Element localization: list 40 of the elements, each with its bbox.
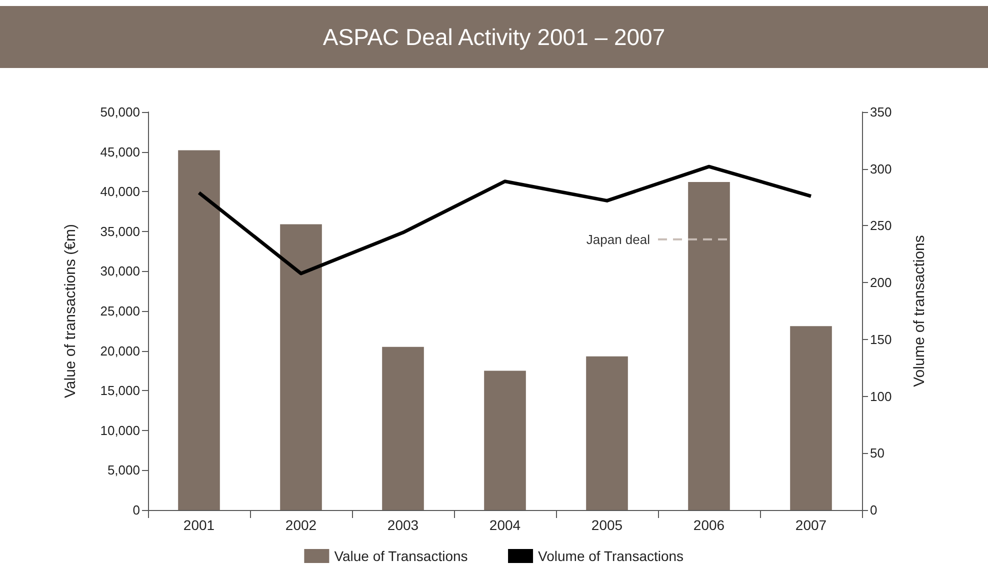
- bar: [586, 356, 628, 510]
- legend-label: Value of Transactions: [334, 548, 468, 564]
- x-tick-label: 2005: [591, 517, 623, 533]
- y-tick-label: 10,000: [100, 422, 140, 438]
- bar: [178, 150, 220, 510]
- chart-title: ASPAC Deal Activity 2001 – 2007: [0, 6, 988, 68]
- x-tick-label: 2001: [183, 517, 215, 533]
- y2-tick-label: 50: [870, 446, 884, 461]
- y-tick-label: 25,000: [100, 304, 140, 318]
- y-tick-label: 0: [132, 502, 140, 518]
- y2-tick-label: 250: [870, 218, 892, 234]
- bar: [790, 326, 832, 510]
- bar: [484, 370, 526, 510]
- y-tick-label: 20,000: [100, 343, 140, 358]
- bar: [688, 182, 730, 510]
- x-tick-label: 2003: [387, 517, 419, 533]
- ref-line-label: Japan deal: [586, 232, 650, 247]
- x-tick-label: 2004: [489, 517, 521, 533]
- y-tick-label: 50,000: [100, 104, 140, 120]
- y2-tick-label: 300: [870, 161, 892, 176]
- y-tick-label: 15,000: [100, 383, 140, 398]
- y2-tick-label: 100: [870, 388, 892, 404]
- y-tick-label: 30,000: [100, 264, 140, 279]
- y-tick-label: 35,000: [100, 224, 140, 239]
- y2-tick-label: 350: [870, 104, 892, 120]
- y-tick-label: 5,000: [107, 462, 140, 478]
- x-tick-label: 2002: [285, 517, 317, 533]
- y-tick-label: 40,000: [100, 184, 140, 200]
- bar: [382, 346, 424, 510]
- y2-tick-label: 150: [870, 332, 892, 347]
- y-tick-label: 45,000: [100, 144, 140, 160]
- y2-axis-title: Volume of transactions: [911, 235, 928, 387]
- bar: [280, 224, 322, 510]
- legend-label: Volume of Transactions: [538, 548, 684, 564]
- x-tick-label: 2007: [795, 517, 827, 533]
- y2-tick-label: 0: [870, 502, 878, 518]
- y-axis-title: Value of transactions (€m): [62, 224, 79, 398]
- line-series: [197, 164, 813, 276]
- x-tick-label: 2006: [693, 517, 725, 533]
- y2-tick-label: 200: [870, 275, 892, 290]
